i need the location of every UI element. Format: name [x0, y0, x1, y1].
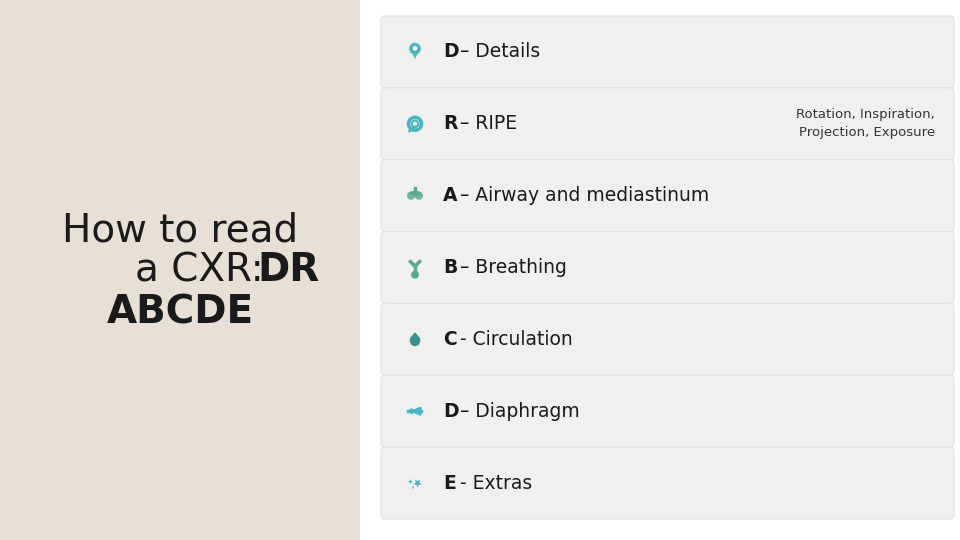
Text: C: C	[443, 330, 457, 349]
Circle shape	[413, 46, 418, 51]
Polygon shape	[410, 332, 420, 347]
Text: – Airway and mediastinum: – Airway and mediastinum	[453, 186, 708, 205]
Text: Rotation, Inspiration,
Projection, Exposure: Rotation, Inspiration, Projection, Expos…	[796, 109, 935, 139]
Text: – Details: – Details	[453, 43, 540, 62]
FancyBboxPatch shape	[381, 447, 954, 519]
Text: - Extras: - Extras	[453, 474, 532, 492]
Polygon shape	[408, 479, 413, 484]
Text: – Breathing: – Breathing	[453, 258, 566, 277]
FancyBboxPatch shape	[381, 375, 954, 447]
Text: A: A	[443, 186, 458, 205]
Text: DR: DR	[257, 251, 320, 289]
Circle shape	[415, 192, 423, 200]
Text: D: D	[443, 402, 459, 421]
Text: B: B	[443, 258, 457, 277]
Text: E: E	[443, 474, 456, 492]
FancyBboxPatch shape	[0, 0, 360, 540]
Polygon shape	[411, 51, 419, 59]
FancyBboxPatch shape	[381, 16, 954, 88]
Circle shape	[407, 192, 416, 200]
Text: R: R	[443, 114, 458, 133]
FancyBboxPatch shape	[381, 303, 954, 375]
Text: a CXR:: a CXR:	[135, 251, 276, 289]
FancyBboxPatch shape	[381, 160, 954, 232]
Circle shape	[409, 43, 420, 55]
FancyBboxPatch shape	[381, 88, 954, 160]
Text: – Diaphragm: – Diaphragm	[453, 402, 579, 421]
Text: - Circulation: - Circulation	[453, 330, 572, 349]
FancyBboxPatch shape	[381, 232, 954, 303]
Text: – RIPE: – RIPE	[453, 114, 516, 133]
Text: ABCDE: ABCDE	[107, 293, 253, 331]
Polygon shape	[413, 480, 422, 488]
Text: D: D	[443, 43, 459, 62]
Text: How to read: How to read	[62, 211, 298, 249]
Circle shape	[412, 487, 414, 489]
Polygon shape	[408, 407, 413, 415]
